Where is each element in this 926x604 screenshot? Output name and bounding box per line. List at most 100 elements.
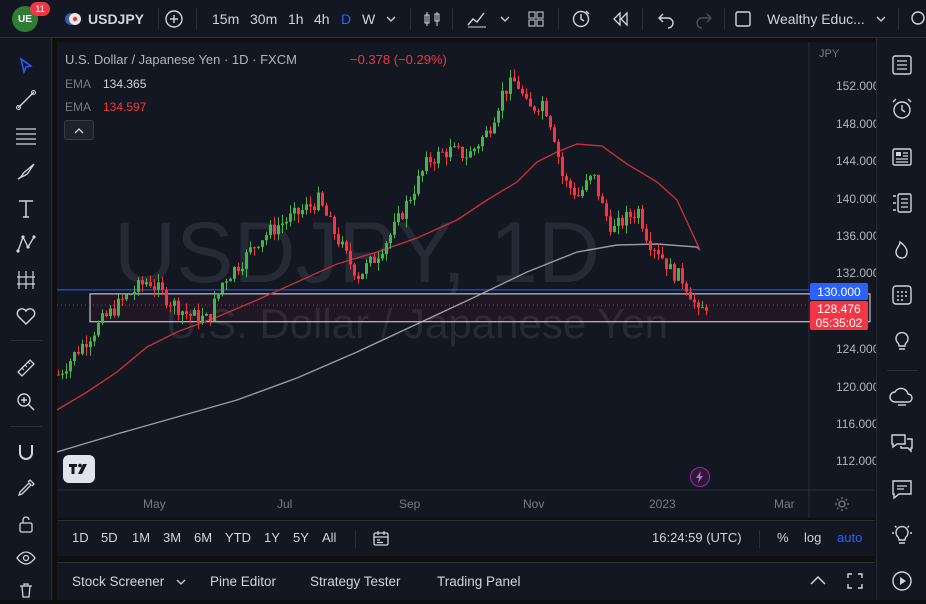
news-icon[interactable]	[889, 144, 915, 170]
streams-cloud-icon[interactable]	[889, 384, 915, 410]
prediction-icon[interactable]	[12, 266, 40, 294]
alert-clock-icon[interactable]	[570, 8, 592, 30]
log-scale-toggle[interactable]: log	[804, 530, 822, 545]
calendar-grid-icon[interactable]	[889, 282, 915, 308]
brush-icon[interactable]	[12, 158, 40, 186]
candle-body	[109, 308, 112, 317]
tab-pine-editor[interactable]: Pine Editor	[210, 574, 277, 589]
chevron-down-icon[interactable]	[176, 578, 186, 586]
indicators-icon[interactable]	[466, 9, 488, 29]
divider	[10, 340, 42, 341]
layout-name-button[interactable]: Wealthy Educ...	[767, 11, 865, 27]
tab-trading-panel[interactable]: Trading Panel	[437, 574, 521, 589]
candle-body	[301, 209, 304, 215]
ruler-icon[interactable]	[12, 354, 40, 382]
settings-gear-icon[interactable]	[834, 496, 850, 512]
tab-stock-screener[interactable]: Stock Screener	[72, 574, 165, 589]
broadcast-play-icon[interactable]	[889, 568, 915, 594]
candle-body	[545, 100, 548, 117]
maximize-icon[interactable]	[846, 572, 864, 590]
range-1d[interactable]: 1D	[72, 530, 89, 545]
redo-icon[interactable]	[694, 9, 714, 29]
currency-label[interactable]: JPY	[819, 48, 840, 60]
range-6m[interactable]: 6M	[194, 530, 213, 545]
chevron-down-icon[interactable]	[500, 15, 510, 23]
range-all[interactable]: All	[322, 530, 337, 545]
templates-grid-icon[interactable]	[526, 9, 546, 29]
candle-body	[121, 298, 124, 300]
hotlist-flame-icon[interactable]	[889, 236, 915, 262]
candle-body	[237, 267, 240, 272]
interval-1d[interactable]: D	[341, 11, 352, 27]
interval-4h[interactable]: 4h	[314, 11, 330, 27]
candle-body	[505, 90, 508, 94]
candle-body	[393, 222, 396, 235]
calendar-list-icon[interactable]	[889, 190, 915, 216]
range-3m[interactable]: 3M	[163, 530, 182, 545]
text-tool-icon[interactable]	[12, 194, 40, 222]
favorites-heart-icon[interactable]	[12, 302, 40, 330]
eye-icon[interactable]	[12, 544, 40, 572]
percent-scale-toggle[interactable]: %	[777, 530, 789, 545]
candles-chart-type-icon[interactable]	[422, 9, 442, 29]
tradingview-logo[interactable]	[63, 455, 95, 483]
undo-icon[interactable]	[656, 9, 676, 29]
candle-body	[185, 311, 188, 314]
search-icon[interactable]	[906, 9, 926, 29]
interval-15m[interactable]: 15m	[212, 11, 240, 27]
chevron-down-icon[interactable]	[386, 15, 396, 23]
economic-event-icon[interactable]	[690, 467, 710, 487]
interval-1w[interactable]: W	[362, 11, 376, 27]
alarm-clock-icon[interactable]	[889, 96, 915, 122]
range-ytd[interactable]: YTD	[225, 530, 251, 545]
symbol-search-button[interactable]: USDJPY	[88, 11, 145, 27]
candle-body	[541, 100, 544, 112]
collapse-legend-button[interactable]	[64, 120, 94, 140]
candle-body	[89, 341, 92, 348]
cursor-icon[interactable]	[12, 52, 40, 80]
fib-retracement-icon[interactable]	[12, 122, 40, 150]
messages-icon[interactable]	[889, 476, 915, 502]
interval-1h[interactable]: 1h	[288, 11, 304, 27]
help-lightbulb-icon[interactable]	[889, 522, 915, 548]
utc-clock[interactable]: 16:24:59 (UTC)	[652, 530, 742, 545]
widget-sidebar	[876, 38, 926, 600]
lock-icon[interactable]	[12, 510, 40, 538]
replay-icon[interactable]	[610, 9, 630, 29]
compare-add-icon[interactable]	[164, 9, 184, 29]
ideas-lightbulb-icon[interactable]	[889, 328, 915, 354]
top-toolbar: UE 11 USDJPY 15m 30m 1h 4h D W Wealthy E…	[0, 0, 926, 38]
interval-30m[interactable]: 30m	[250, 11, 278, 27]
time-tick: Mar	[774, 497, 795, 511]
tab-strategy-tester[interactable]: Strategy Tester	[310, 574, 401, 589]
price-chart[interactable]: USDJPY, 1DU.S. Dollar / Japanese Yen	[56, 42, 875, 518]
candle-body	[269, 224, 272, 236]
candle-body	[573, 187, 576, 196]
range-1m[interactable]: 1M	[132, 530, 151, 545]
candle-body	[365, 263, 368, 274]
trash-icon[interactable]	[12, 576, 40, 604]
candle-body	[97, 323, 100, 336]
chart-pane[interactable]: USDJPY, 1D U.S. Dollar / Japanese Yen	[56, 42, 875, 518]
range-5d[interactable]: 5D	[101, 530, 118, 545]
candle-body	[373, 256, 376, 263]
chevron-down-icon[interactable]	[876, 15, 886, 23]
watchlist-icon[interactable]	[889, 52, 915, 78]
candle-body	[553, 127, 556, 142]
auto-scale-toggle[interactable]: auto	[837, 530, 863, 545]
candle-body	[653, 250, 656, 252]
zoom-in-icon[interactable]	[12, 388, 40, 416]
candle-body	[433, 162, 436, 164]
chats-icon[interactable]	[889, 430, 915, 456]
candle-body	[417, 175, 420, 194]
layout-square-icon[interactable]	[734, 10, 752, 28]
trend-line-icon[interactable]	[12, 86, 40, 114]
candle-body	[409, 199, 412, 201]
date-range-icon[interactable]	[372, 530, 390, 548]
stay-drawing-icon[interactable]	[12, 474, 40, 502]
chevron-up-icon[interactable]	[809, 574, 827, 588]
pattern-icon[interactable]	[12, 230, 40, 258]
magnet-icon[interactable]	[12, 438, 40, 466]
range-5y[interactable]: 5Y	[293, 530, 309, 545]
range-1y[interactable]: 1Y	[264, 530, 280, 545]
